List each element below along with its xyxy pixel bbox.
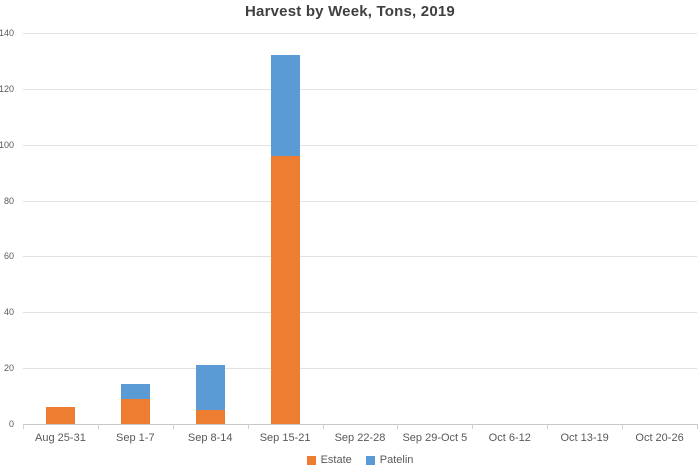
x-axis-tick — [397, 424, 399, 429]
gridline — [23, 256, 697, 258]
x-axis-category-label: Sep 1-7 — [116, 432, 155, 444]
gridline — [23, 312, 697, 314]
legend-swatch-patelin — [365, 455, 375, 465]
x-axis-category-label: Oct 20-26 — [635, 432, 684, 444]
x-axis-tick — [23, 424, 24, 429]
bar-segment-estate-sep-15-21 — [270, 155, 300, 424]
bar-segment-patelin-sep-8-14 — [195, 365, 225, 411]
gridline — [23, 368, 697, 370]
x-axis-tick — [247, 424, 249, 429]
x-axis-tick — [172, 424, 174, 429]
legend-item-patelin: Patelin — [365, 454, 414, 466]
x-axis-tick — [547, 424, 549, 429]
bar-segment-estate-sep-8-14 — [195, 410, 225, 424]
y-axis-tick-label: 60 — [3, 251, 14, 262]
gridline — [23, 144, 697, 146]
bar-segment-estate-sep-1-7 — [120, 398, 150, 424]
y-axis-tick-label: 100 — [0, 139, 14, 150]
legend-swatch-estate — [306, 455, 316, 465]
gridline — [23, 33, 697, 34]
x-axis-tick — [472, 424, 474, 429]
y-axis-tick-label: 40 — [3, 307, 14, 318]
plot-area: 0 20 40 60 80 100 120 140 Aug 25-31 Sep 1-7 Sep 8-… — [0, 28, 698, 444]
x-axis-tick — [697, 424, 698, 429]
x-axis-tick — [97, 424, 99, 429]
x-axis-category-label: Sep 8-14 — [187, 432, 233, 444]
bar-segment-patelin-sep-15-21 — [270, 55, 300, 156]
x-axis-category-label: Aug 25-31 — [35, 432, 86, 444]
x-axis-line — [23, 424, 697, 425]
legend-item-estate: Estate — [306, 454, 352, 466]
x-axis-tick — [322, 424, 324, 429]
x-axis-category-label: Sep 29-Oct 5 — [402, 432, 468, 444]
x-axis-tick — [622, 424, 624, 429]
x-axis-category-label: Sep 22-28 — [334, 432, 386, 444]
x-axis-category-label: Oct 6-12 — [488, 432, 531, 444]
legend: Estate Patelin — [23, 452, 697, 468]
x-axis-category-label: Oct 13-19 — [560, 432, 609, 444]
x-axis-category-label: Sep 15-21 — [259, 432, 311, 444]
legend-label-estate: Estate — [320, 454, 352, 466]
y-axis-tick-label: 140 — [0, 28, 14, 38]
bar-segment-patelin-sep-1-7 — [120, 383, 150, 399]
bar-segment-estate-aug-25-31 — [45, 407, 75, 424]
legend-label-patelin: Patelin — [379, 454, 414, 466]
gridline — [23, 88, 697, 90]
y-axis-tick-label: 20 — [3, 363, 14, 374]
gridline — [23, 200, 697, 202]
chart-title: Harvest by Week, Tons, 2019 — [245, 3, 455, 20]
y-axis-tick-label: 80 — [3, 195, 14, 206]
y-axis-tick-label: 0 — [8, 419, 14, 429]
y-axis-tick-label: 120 — [0, 83, 14, 94]
